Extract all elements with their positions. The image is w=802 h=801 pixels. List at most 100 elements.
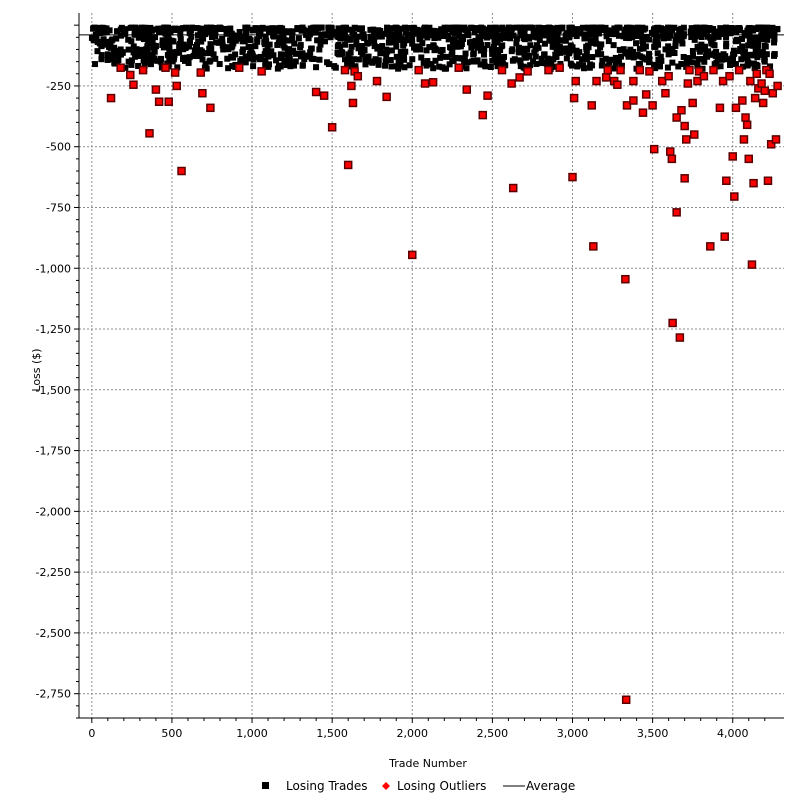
losing-trade-point bbox=[746, 36, 753, 43]
losing-trade-point bbox=[346, 36, 353, 43]
losing-trade-point bbox=[321, 31, 328, 38]
losing-trade-point bbox=[106, 56, 113, 63]
losing-outlier-point bbox=[657, 76, 667, 86]
losing-trade-point bbox=[348, 61, 355, 68]
losing-outlier-point bbox=[198, 88, 207, 98]
losing-trade-point bbox=[534, 30, 541, 37]
losing-trade-point bbox=[419, 40, 426, 47]
losing-trade-point bbox=[609, 31, 616, 38]
losing-trade-point bbox=[362, 61, 369, 68]
losing-outlier-point bbox=[694, 67, 704, 76]
losing-trade-point bbox=[584, 42, 591, 49]
losing-trade-point bbox=[729, 55, 736, 62]
losing-trade-point bbox=[100, 25, 107, 32]
losing-trade-point bbox=[480, 51, 487, 58]
losing-trade-point bbox=[554, 49, 561, 56]
losing-trade-point bbox=[517, 28, 524, 35]
losing-trade-point bbox=[470, 51, 477, 58]
x-tick-label: 2,500 bbox=[477, 727, 509, 740]
losing-trade-point bbox=[157, 58, 164, 65]
losing-trade-point bbox=[305, 34, 312, 41]
losing-trade-point bbox=[297, 44, 304, 51]
x-tick-label: 1,500 bbox=[316, 727, 348, 740]
losing-trade-point bbox=[723, 43, 730, 50]
losing-outlier-point bbox=[760, 86, 770, 96]
losing-trade-point bbox=[317, 36, 324, 43]
losing-trade-point bbox=[159, 41, 166, 48]
losing-trade-point bbox=[194, 53, 201, 60]
losing-trade-point bbox=[341, 32, 348, 39]
losing-trade-point bbox=[349, 30, 356, 37]
losing-trade-point bbox=[257, 30, 264, 37]
losing-outlier-point bbox=[497, 65, 507, 75]
losing-outlier-point bbox=[126, 70, 135, 80]
losing-trade-point bbox=[395, 65, 402, 72]
losing-trade-point bbox=[706, 26, 713, 33]
losing-trade-point bbox=[723, 56, 730, 63]
losing-trade-point bbox=[762, 29, 769, 36]
losing-trade-point bbox=[439, 53, 446, 60]
losing-trade-point bbox=[498, 43, 505, 50]
losing-trade-point bbox=[579, 24, 586, 31]
y-tick-label: -2,750 bbox=[36, 688, 71, 701]
losing-trade-point bbox=[634, 51, 641, 58]
losing-outlier-point bbox=[348, 98, 358, 108]
losing-trade-point bbox=[421, 25, 428, 32]
losing-trade-point bbox=[630, 54, 637, 61]
losing-trade-point bbox=[495, 26, 502, 33]
losing-trade-point bbox=[385, 30, 392, 37]
losing-trade-point bbox=[331, 63, 338, 70]
losing-trade-point bbox=[482, 63, 489, 70]
losing-trade-point bbox=[346, 56, 353, 63]
losing-trade-point bbox=[212, 33, 219, 40]
losing-trade-point bbox=[393, 53, 400, 60]
losing-trade-point bbox=[262, 57, 269, 64]
losing-trade-point bbox=[441, 24, 448, 31]
losing-trade-point bbox=[147, 61, 154, 68]
losing-trade-point bbox=[264, 63, 271, 70]
losing-trade-point bbox=[98, 42, 105, 49]
losing-trade-point bbox=[239, 48, 246, 55]
losing-trade-point bbox=[589, 54, 596, 61]
losing-trade-point bbox=[155, 28, 162, 35]
losing-trade-point bbox=[732, 61, 739, 68]
losing-trade-point bbox=[527, 42, 534, 49]
losing-trade-point bbox=[203, 50, 210, 57]
losing-outlier-point bbox=[664, 71, 673, 81]
losing-trade-point bbox=[602, 24, 609, 31]
losing-trade-point bbox=[401, 64, 408, 71]
losing-trade-point bbox=[280, 32, 287, 39]
losing-trade-point bbox=[423, 62, 430, 69]
losing-trade-point bbox=[439, 64, 446, 71]
losing-trade-point bbox=[233, 32, 240, 39]
losing-trade-point bbox=[250, 56, 257, 63]
losing-trade-point bbox=[478, 42, 485, 49]
losing-outlier-point bbox=[414, 65, 423, 75]
losing-trade-point bbox=[696, 45, 703, 52]
losing-trade-point bbox=[337, 43, 344, 50]
losing-trade-point bbox=[403, 37, 410, 44]
losing-trade-point bbox=[754, 39, 761, 46]
losing-trade-point bbox=[229, 42, 236, 49]
losing-trade-point bbox=[397, 25, 404, 32]
losing-trade-point bbox=[490, 44, 497, 51]
losing-trade-point bbox=[398, 51, 405, 58]
losing-trade-point bbox=[224, 44, 231, 51]
losing-trade-point bbox=[662, 46, 669, 53]
losing-trade-point bbox=[554, 41, 561, 48]
losing-trade-point bbox=[669, 59, 676, 66]
losing-trade-point bbox=[456, 25, 463, 32]
losing-outlier-point bbox=[138, 65, 148, 75]
losing-trade-point bbox=[618, 53, 625, 60]
losing-trade-point bbox=[484, 42, 491, 49]
losing-trade-point bbox=[657, 25, 664, 32]
losing-outlier-point bbox=[734, 65, 744, 75]
losing-trade-point bbox=[653, 29, 660, 36]
losing-trade-point bbox=[698, 25, 705, 32]
losing-trade-point bbox=[583, 49, 590, 56]
losing-trade-point bbox=[544, 55, 551, 62]
losing-trade-point bbox=[110, 52, 117, 59]
losing-trade-point bbox=[704, 53, 711, 60]
losing-trade-point bbox=[463, 65, 470, 72]
